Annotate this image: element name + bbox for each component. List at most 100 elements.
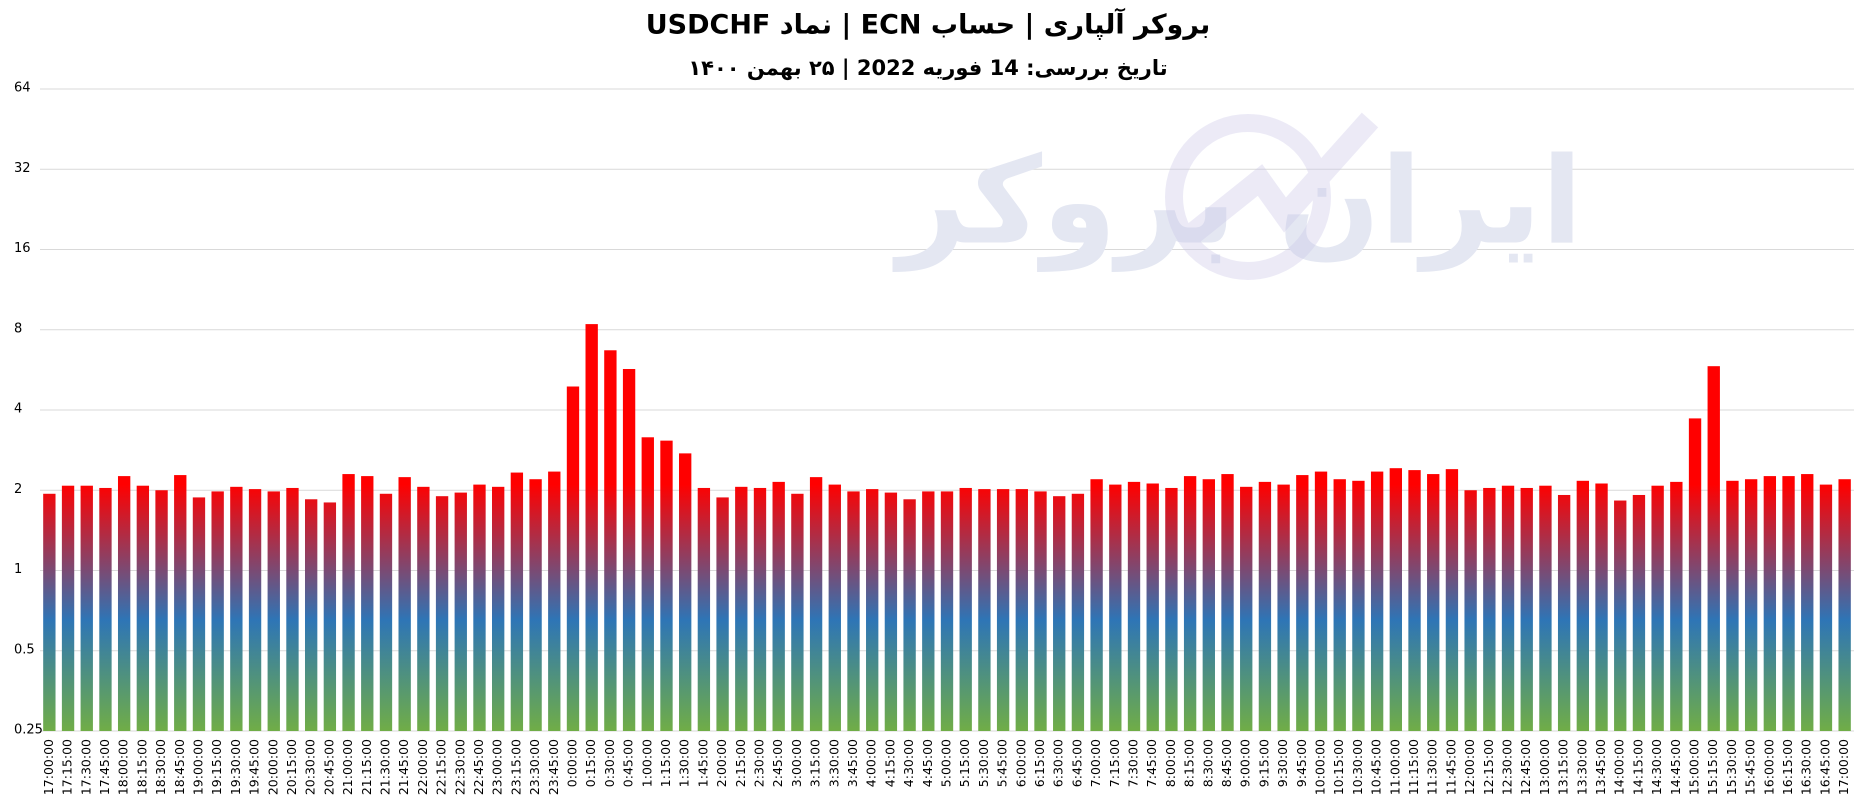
x-tick-label: 16:30:00	[1799, 739, 1814, 795]
x-tick-label: 13:30:00	[1574, 739, 1589, 795]
bar	[1501, 485, 1515, 731]
x-tick-label: 10:45:00	[1369, 739, 1384, 795]
watermark-logo	[1165, 112, 1379, 280]
bar	[1576, 480, 1590, 731]
x-tick-label: 18:15:00	[134, 739, 149, 795]
bar	[959, 487, 972, 731]
bar	[735, 486, 748, 731]
x-tick-label: 14:00:00	[1612, 739, 1627, 795]
x-tick-label: 15:45:00	[1743, 739, 1758, 795]
x-tick-label: 1:00:00	[639, 739, 654, 787]
bar	[80, 485, 93, 731]
bar	[1483, 487, 1496, 731]
x-tick-label: 11:45:00	[1443, 739, 1458, 795]
x-tick-label: 17:15:00	[60, 739, 75, 795]
x-tick-label: 9:00:00	[1238, 739, 1253, 787]
bar	[1221, 474, 1234, 731]
x-tick-label: 12:45:00	[1518, 739, 1533, 795]
x-tick-label: 21:45:00	[396, 739, 411, 795]
x-tick-label: 7:45:00	[1144, 739, 1159, 787]
bar	[884, 492, 898, 731]
bar	[809, 477, 823, 731]
x-tick-label: 7:30:00	[1126, 739, 1141, 787]
x-tick-label: 17:00:00	[1836, 739, 1851, 795]
bar	[492, 486, 505, 731]
bar	[1277, 484, 1290, 731]
bar	[1109, 484, 1122, 731]
bar	[1127, 481, 1141, 731]
bar	[1258, 481, 1272, 731]
bar	[566, 386, 580, 731]
x-tick-label: 2:00:00	[714, 739, 729, 787]
x-tick-label: 20:00:00	[265, 739, 280, 795]
bar	[398, 477, 411, 731]
x-tick-label: 12:00:00	[1462, 739, 1477, 795]
bar	[1688, 418, 1702, 731]
x-tick-label: 23:15:00	[508, 739, 523, 795]
bar	[1071, 493, 1085, 731]
bar	[1333, 479, 1346, 731]
bar	[1370, 471, 1384, 731]
x-tick-label: 17:30:00	[78, 739, 93, 795]
bar	[1744, 479, 1758, 731]
bar	[417, 486, 430, 731]
bar	[174, 475, 187, 731]
bar	[1763, 476, 1777, 731]
x-tick-label: 4:30:00	[901, 739, 916, 787]
x-tick-label: 20:15:00	[284, 739, 299, 795]
x-tick-label: 11:30:00	[1425, 739, 1440, 795]
y-tick-label: 2	[14, 482, 22, 497]
bar	[697, 487, 711, 731]
bar	[99, 487, 112, 731]
bar	[847, 491, 860, 731]
x-tick-label: 14:45:00	[1668, 739, 1683, 795]
y-tick-label: 32	[14, 161, 31, 176]
y-tick-label: 64	[14, 81, 31, 96]
bar	[1352, 480, 1365, 731]
watermark: ایران بروکر	[893, 133, 1583, 273]
x-tick-label: 1:30:00	[677, 739, 692, 787]
x-tick-label: 9:45:00	[1294, 739, 1309, 787]
x-tick-label: 4:15:00	[882, 739, 897, 787]
bar	[1726, 480, 1739, 731]
x-tick-label: 19:30:00	[228, 739, 243, 795]
bar	[473, 484, 486, 731]
x-tick-label: 3:00:00	[789, 739, 804, 787]
logo-ring	[1165, 114, 1331, 280]
bar	[1146, 483, 1159, 731]
bar	[435, 496, 449, 731]
bar	[1240, 486, 1253, 731]
bar	[155, 490, 168, 731]
y-tick-label: 0.5	[14, 642, 35, 657]
bar	[192, 497, 206, 731]
bar	[1464, 490, 1477, 731]
x-tick-label: 5:30:00	[976, 739, 991, 787]
x-tick-label: 1:45:00	[695, 739, 710, 787]
bar	[136, 485, 150, 731]
bar	[211, 491, 224, 731]
bar	[641, 437, 654, 731]
bar	[903, 499, 916, 731]
x-tick-label: 23:30:00	[527, 739, 542, 795]
x-tick-label: 15:00:00	[1687, 739, 1702, 795]
bar	[1651, 485, 1664, 731]
bar	[267, 491, 280, 731]
x-tick-label: 19:00:00	[190, 739, 205, 795]
x-tick-label: 0:00:00	[564, 739, 579, 787]
x-tick-label: 12:15:00	[1481, 739, 1496, 795]
x-tick-label: 6:00:00	[1013, 739, 1028, 787]
x-tick-label: 13:15:00	[1556, 739, 1571, 795]
x-tick-label: 18:00:00	[116, 739, 131, 795]
x-tick-label: 18:30:00	[153, 739, 168, 795]
bar	[1632, 494, 1646, 731]
bar	[1202, 479, 1215, 731]
bar	[753, 487, 767, 731]
bar	[679, 453, 692, 731]
x-tick-label: 22:30:00	[452, 739, 467, 795]
x-tick-label: 8:30:00	[1200, 739, 1215, 787]
bar	[323, 502, 337, 731]
x-tick-label: 13:45:00	[1593, 739, 1608, 795]
y-tick-label: 16	[14, 241, 31, 256]
logo-arrow	[1178, 112, 1379, 249]
